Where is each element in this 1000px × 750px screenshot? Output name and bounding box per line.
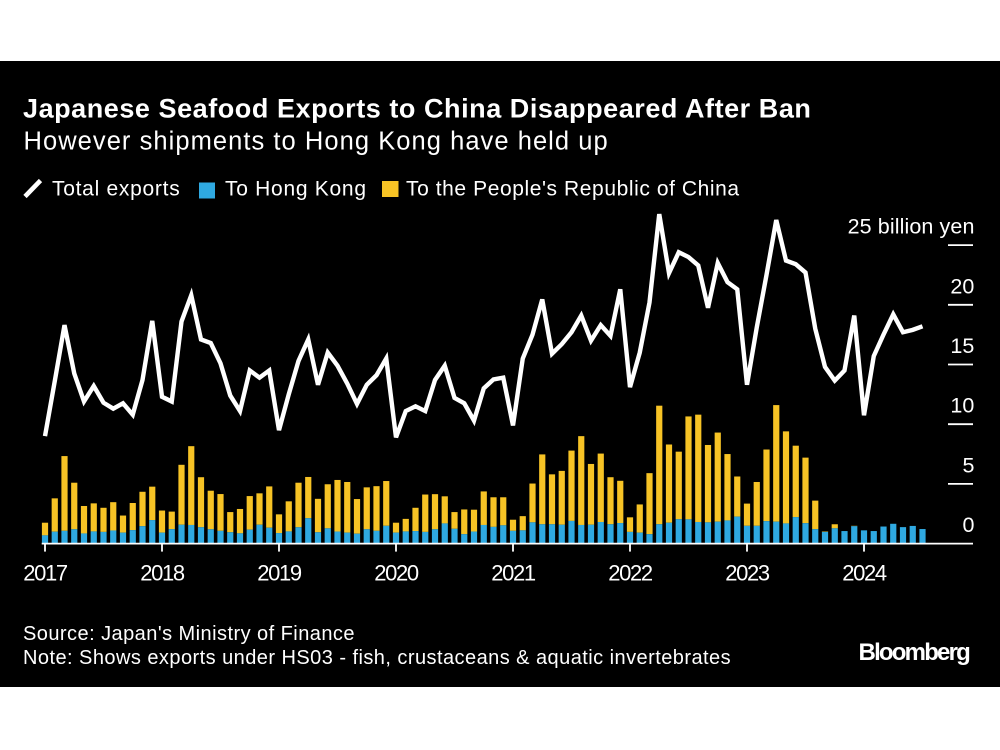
svg-text:20: 20 bbox=[950, 274, 974, 298]
svg-text:2019: 2019 bbox=[257, 561, 302, 586]
svg-text:2020: 2020 bbox=[374, 561, 419, 586]
svg-text:Japanese Seafood Exports to Ch: Japanese Seafood Exports to China Disapp… bbox=[23, 93, 811, 123]
svg-text:To the People's Republic of Ch: To the People's Republic of China bbox=[406, 177, 740, 200]
svg-text:0: 0 bbox=[962, 513, 974, 537]
svg-text:2017: 2017 bbox=[23, 561, 68, 586]
svg-text:25 billion yen: 25 billion yen bbox=[848, 215, 975, 239]
svg-text:2023: 2023 bbox=[725, 561, 770, 586]
svg-text:To Hong Kong: To Hong Kong bbox=[225, 177, 367, 200]
svg-text:2021: 2021 bbox=[491, 561, 536, 586]
svg-text:2022: 2022 bbox=[608, 561, 653, 586]
svg-text:Bloomberg: Bloomberg bbox=[859, 639, 971, 666]
svg-text:10: 10 bbox=[950, 394, 974, 418]
svg-text:However shipments to Hong Kong: However shipments to Hong Kong have held… bbox=[24, 127, 609, 155]
svg-text:Source: Japan's Ministry of Fi: Source: Japan's Ministry of Finance bbox=[23, 623, 355, 645]
svg-text:Note: Shows exports under HS03: Note: Shows exports under HS03 - fish, c… bbox=[23, 647, 731, 669]
svg-text:5: 5 bbox=[962, 453, 974, 477]
svg-text:Total exports: Total exports bbox=[52, 177, 180, 200]
svg-text:15: 15 bbox=[950, 334, 974, 358]
svg-text:2024: 2024 bbox=[842, 561, 887, 586]
svg-text:2018: 2018 bbox=[140, 561, 185, 586]
